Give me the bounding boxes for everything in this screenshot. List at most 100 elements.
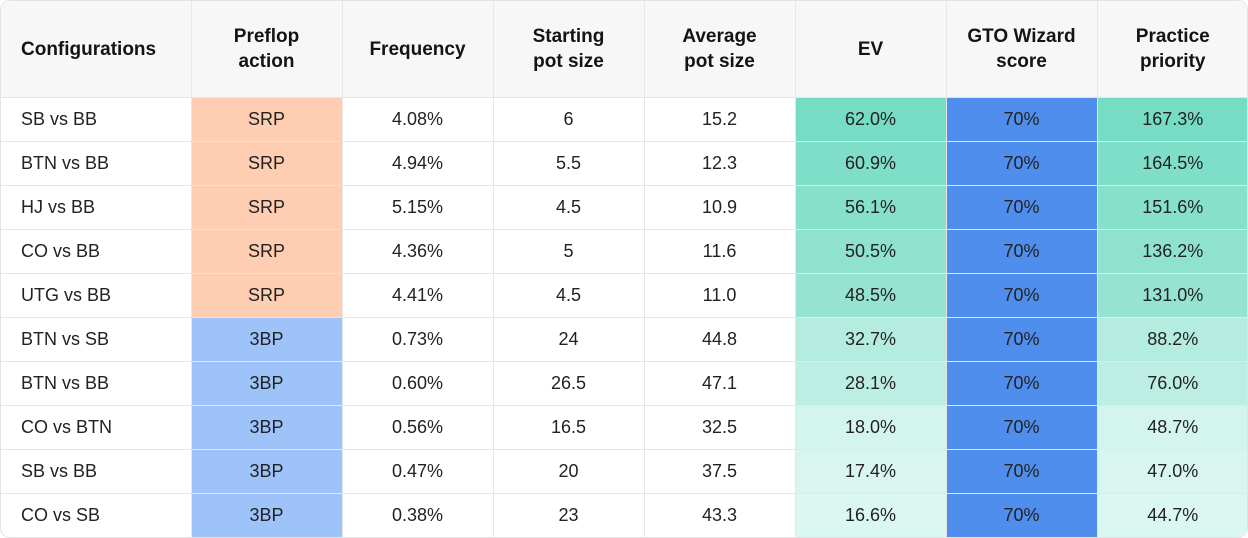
cell-preflop-action: 3BP [191, 493, 343, 537]
cell-ev: 16.6% [795, 493, 947, 537]
table-row: CO vs BB SRP 4.36% 5 11.6 50.5% 70% 136.2% [1, 229, 1247, 274]
cell-average-pot-size: 37.5 [644, 449, 796, 494]
cell-starting-pot-size: 4.5 [493, 273, 645, 318]
header-configurations: Configurations [1, 1, 192, 98]
cell-preflop-action: SRP [191, 185, 343, 230]
cell-configuration: HJ vs BB [1, 185, 192, 230]
header-row: Configurations Preflop action Frequency … [1, 1, 1247, 98]
table-row: SB vs BB SRP 4.08% 6 15.2 62.0% 70% 167.3% [1, 97, 1247, 142]
cell-preflop-action: 3BP [191, 317, 343, 362]
header-preflop-action: Preflop action [191, 1, 343, 98]
cell-practice-priority: 136.2% [1097, 229, 1247, 274]
cell-configuration: SB vs BB [1, 449, 192, 494]
cell-average-pot-size: 10.9 [644, 185, 796, 230]
header-gto-wizard-score: GTO Wizard score [946, 1, 1098, 98]
cell-average-pot-size: 12.3 [644, 141, 796, 186]
cell-configuration: BTN vs SB [1, 317, 192, 362]
header-frequency: Frequency [342, 1, 494, 98]
cell-preflop-action: SRP [191, 97, 343, 142]
cell-practice-priority: 164.5% [1097, 141, 1247, 186]
cell-frequency: 0.56% [342, 405, 494, 450]
cell-ev: 60.9% [795, 141, 947, 186]
table-row: SB vs BB 3BP 0.47% 20 37.5 17.4% 70% 47.0% [1, 449, 1247, 494]
cell-average-pot-size: 43.3 [644, 493, 796, 537]
cell-frequency: 0.60% [342, 361, 494, 406]
cell-ev: 50.5% [795, 229, 947, 274]
table-row: HJ vs BB SRP 5.15% 4.5 10.9 56.1% 70% 151.6% [1, 185, 1247, 230]
cell-configuration: BTN vs BB [1, 141, 192, 186]
table-row: CO vs SB 3BP 0.38% 23 43.3 16.6% 70% 44.7% [1, 493, 1247, 537]
cell-gto-wizard-score: 70% [946, 405, 1098, 450]
cell-preflop-action: 3BP [191, 361, 343, 406]
cell-average-pot-size: 11.0 [644, 273, 796, 318]
cell-starting-pot-size: 6 [493, 97, 645, 142]
cell-gto-wizard-score: 70% [946, 229, 1098, 274]
cell-starting-pot-size: 16.5 [493, 405, 645, 450]
header-ev: EV [795, 1, 947, 98]
cell-starting-pot-size: 4.5 [493, 185, 645, 230]
cell-starting-pot-size: 5 [493, 229, 645, 274]
cell-starting-pot-size: 5.5 [493, 141, 645, 186]
cell-gto-wizard-score: 70% [946, 185, 1098, 230]
cell-gto-wizard-score: 70% [946, 361, 1098, 406]
cell-configuration: CO vs SB [1, 493, 192, 537]
cell-practice-priority: 88.2% [1097, 317, 1247, 362]
cell-ev: 56.1% [795, 185, 947, 230]
cell-preflop-action: SRP [191, 229, 343, 274]
cell-preflop-action: 3BP [191, 405, 343, 450]
cell-average-pot-size: 44.8 [644, 317, 796, 362]
header-starting-pot-size: Starting pot size [493, 1, 645, 98]
cell-starting-pot-size: 23 [493, 493, 645, 537]
table-row: BTN vs SB 3BP 0.73% 24 44.8 32.7% 70% 88.2% [1, 317, 1247, 362]
cell-practice-priority: 44.7% [1097, 493, 1247, 537]
cell-average-pot-size: 47.1 [644, 361, 796, 406]
cell-ev: 48.5% [795, 273, 947, 318]
cell-gto-wizard-score: 70% [946, 317, 1098, 362]
table-row: BTN vs BB SRP 4.94% 5.5 12.3 60.9% 70% 164.5% [1, 141, 1247, 186]
cell-configuration: CO vs BB [1, 229, 192, 274]
cell-gto-wizard-score: 70% [946, 493, 1098, 537]
table-row: UTG vs BB SRP 4.41% 4.5 11.0 48.5% 70% 131.0% [1, 273, 1247, 318]
cell-configuration: UTG vs BB [1, 273, 192, 318]
cell-average-pot-size: 15.2 [644, 97, 796, 142]
cell-starting-pot-size: 26.5 [493, 361, 645, 406]
cell-ev: 62.0% [795, 97, 947, 142]
cell-practice-priority: 131.0% [1097, 273, 1247, 318]
cell-starting-pot-size: 20 [493, 449, 645, 494]
cell-preflop-action: 3BP [191, 449, 343, 494]
cell-gto-wizard-score: 70% [946, 273, 1098, 318]
cell-gto-wizard-score: 70% [946, 97, 1098, 142]
header-average-pot-size: Average pot size [644, 1, 796, 98]
cell-ev: 32.7% [795, 317, 947, 362]
table-row: CO vs BTN 3BP 0.56% 16.5 32.5 18.0% 70% 48.7% [1, 405, 1247, 450]
cell-configuration: SB vs BB [1, 97, 192, 142]
cell-average-pot-size: 11.6 [644, 229, 796, 274]
cell-frequency: 4.36% [342, 229, 494, 274]
cell-ev: 17.4% [795, 449, 947, 494]
cell-practice-priority: 167.3% [1097, 97, 1247, 142]
cell-frequency: 4.41% [342, 273, 494, 318]
cell-practice-priority: 76.0% [1097, 361, 1247, 406]
table-row: BTN vs BB 3BP 0.60% 26.5 47.1 28.1% 70% 76.0% [1, 361, 1247, 406]
table-body: SB vs BB SRP 4.08% 6 15.2 62.0% 70% 167.3% BTN v… [1, 97, 1247, 537]
cell-frequency: 4.08% [342, 97, 494, 142]
cell-practice-priority: 48.7% [1097, 405, 1247, 450]
cell-preflop-action: SRP [191, 141, 343, 186]
header-practice-priority: Practice priority [1097, 1, 1247, 98]
cell-frequency: 0.38% [342, 493, 494, 537]
table-header: Configurations Preflop action Frequency … [1, 1, 1247, 98]
cell-ev: 18.0% [795, 405, 947, 450]
cell-practice-priority: 47.0% [1097, 449, 1247, 494]
cell-average-pot-size: 32.5 [644, 405, 796, 450]
cell-frequency: 5.15% [342, 185, 494, 230]
cell-frequency: 0.47% [342, 449, 494, 494]
cell-configuration: BTN vs BB [1, 361, 192, 406]
cell-frequency: 0.73% [342, 317, 494, 362]
cell-configuration: CO vs BTN [1, 405, 192, 450]
cell-gto-wizard-score: 70% [946, 449, 1098, 494]
cell-ev: 28.1% [795, 361, 947, 406]
cell-preflop-action: SRP [191, 273, 343, 318]
cell-starting-pot-size: 24 [493, 317, 645, 362]
